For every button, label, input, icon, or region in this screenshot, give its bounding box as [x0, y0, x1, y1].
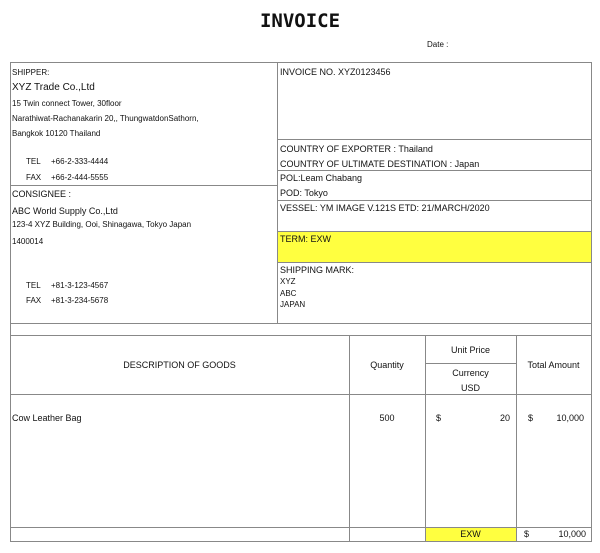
shipper-tel-label: TEL: [26, 157, 41, 166]
shipper-address-line: Narathiwat-Rachanakarin 20,, Thungwatdon…: [12, 114, 199, 123]
header-quantity: Quantity: [370, 360, 404, 370]
country-of-destination: COUNTRY OF ULTIMATE DESTINATION : Japan: [280, 159, 480, 169]
date-label: Date :: [427, 40, 449, 49]
page-title: INVOICE: [259, 10, 341, 32]
header-unit-price: Unit Price: [450, 345, 490, 355]
shipping-mark-line: XYZ: [280, 277, 296, 286]
invoice-number: INVOICE NO. XYZ0123456: [280, 67, 391, 77]
port-of-discharge: POD: Tokyo: [280, 188, 328, 198]
consignee-label: CONSIGNEE :: [12, 189, 72, 199]
consignee-address-line: 123-4 XYZ Building, Ooi, Shinagawa, Toky…: [12, 220, 192, 229]
consignee-tel-label: TEL: [26, 281, 41, 290]
item-description: Cow Leather Bag: [12, 413, 82, 423]
shipper-fax-label: FAX: [26, 173, 42, 182]
shipper-address-line: Bangkok 10120 Thailand: [12, 129, 101, 138]
shipping-mark-line: ABC: [280, 289, 297, 298]
shipper-fax: +66-2-444-5555: [51, 173, 109, 182]
header-description: DESCRIPTION OF GOODS: [123, 360, 236, 370]
consignee-name: ABC World Supply Co.,Ltd: [12, 206, 118, 216]
shipper-address-line: 15 Twin connect Tower, 30floor: [12, 99, 122, 108]
header-currency-code: USD: [460, 383, 480, 393]
footer-total: 10,000: [558, 529, 586, 539]
item-total: 10,000: [556, 413, 584, 423]
term: TERM: EXW: [280, 234, 331, 244]
country-of-exporter: COUNTRY OF EXPORTER : Thailand: [280, 144, 433, 154]
consignee-address-line: 1400014: [12, 237, 44, 246]
shipping-mark-label: SHIPPING MARK:: [280, 265, 355, 275]
item-unit-price: 20: [499, 413, 510, 423]
footer-total-currency-symbol: $: [524, 529, 530, 539]
consignee-tel: +81-3-123-4567: [51, 281, 109, 290]
item-total-currency-symbol: $: [528, 413, 534, 423]
shipper-name: XYZ Trade Co.,Ltd: [12, 82, 95, 93]
header-currency: Currency: [452, 368, 489, 378]
term-highlight: [278, 232, 591, 262]
vessel: VESSEL: YM IMAGE V.121S ETD: 21/MARCH/20…: [280, 203, 490, 213]
consignee-fax: +81-3-234-5678: [51, 296, 109, 305]
item-quantity: 500: [379, 413, 395, 423]
shipper-tel: +66-2-333-4444: [51, 157, 109, 166]
consignee-fax-label: FAX: [26, 296, 42, 305]
item-unit-currency-symbol: $: [436, 413, 442, 423]
shipping-mark-line: JAPAN: [280, 300, 306, 309]
header-total-amount: Total Amount: [527, 360, 580, 370]
footer-term-highlight: [426, 527, 516, 541]
port-of-loading: POL:Leam Chabang: [280, 173, 363, 183]
shipper-label: SHIPPER:: [12, 68, 50, 77]
footer-term: EXW: [460, 529, 481, 539]
